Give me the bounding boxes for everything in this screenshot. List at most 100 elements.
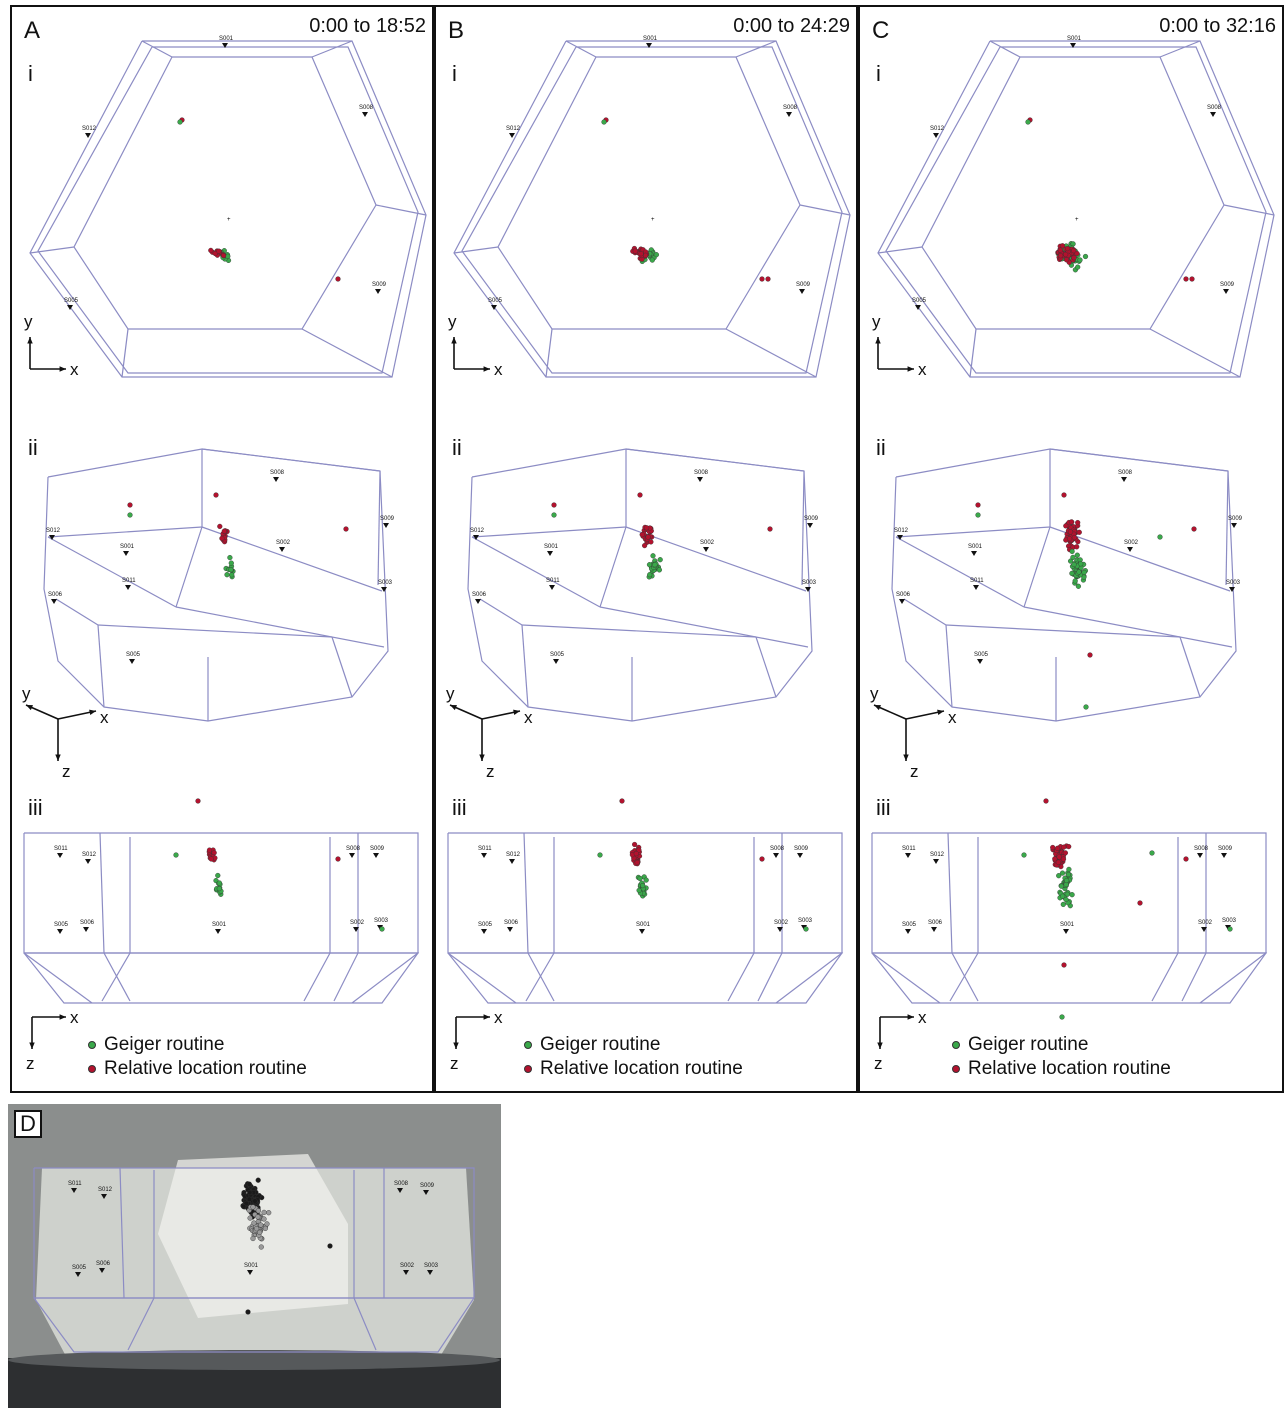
sensor-icon — [279, 547, 285, 552]
centre-mark: + — [651, 217, 655, 223]
relative-point — [206, 847, 213, 853]
geiger-point — [258, 1244, 264, 1250]
panel-a: A 0:00 to 18:52 i ii iii S001 S012 S008 S00… — [10, 5, 434, 1093]
y-axis-label: y — [446, 684, 455, 703]
legend-relative: Relative location routine — [524, 1057, 743, 1081]
sensor-label: S005 — [478, 922, 493, 928]
edge — [799, 204, 851, 216]
geiger-point — [258, 1222, 264, 1228]
sensor-icon — [1210, 112, 1216, 117]
sensor-icon — [897, 535, 903, 540]
time-range: 0:00 to 24:29 — [733, 15, 850, 37]
sensor-icon — [129, 659, 135, 664]
relative-point — [1061, 962, 1067, 968]
x-axis-label: x — [494, 360, 503, 379]
sensor-label: S008 — [270, 470, 285, 476]
x-axis-arrow-head — [483, 366, 490, 372]
edge — [121, 328, 129, 378]
view-i-plot: S001 S012 S008 S009 S005 + y x — [448, 36, 851, 379]
geiger-point — [656, 567, 663, 573]
geiger-point — [177, 119, 183, 125]
sensor-label: S009 — [372, 282, 387, 288]
sensor-label: S012 — [82, 852, 97, 858]
relative-marker-icon — [88, 1064, 96, 1073]
y-axis-arrow-head — [27, 337, 33, 344]
sensor-label: S002 — [400, 1263, 415, 1269]
view-label-iii: iii — [28, 795, 43, 820]
z-axis-label: z — [450, 1054, 459, 1073]
geiger-point — [1063, 896, 1069, 903]
edge — [331, 636, 353, 698]
sensor-icon — [247, 1270, 253, 1275]
sensor-label: S001 — [636, 922, 651, 928]
edge — [877, 246, 923, 254]
x-axis-arrow-head — [59, 366, 66, 372]
x-axis-arrow-head — [907, 366, 914, 372]
sensor-label: S009 — [1228, 516, 1243, 522]
sensor-icon — [697, 477, 703, 482]
view-ii-plot: S008 S009 S012 S001 S002 S011 S003 S006 S005 y x z — [22, 448, 395, 781]
sensor-label: S009 — [370, 846, 385, 852]
relative-point — [1058, 253, 1064, 259]
sensor-label: S005 — [126, 652, 141, 658]
relative-point — [551, 502, 557, 508]
panel-letter: A — [24, 17, 41, 44]
sensor-label: S001 — [1067, 36, 1082, 42]
relative-point — [639, 531, 645, 538]
relative-point — [632, 841, 638, 848]
edge — [333, 952, 359, 1002]
relative-point — [246, 1196, 253, 1202]
sensor-icon — [1197, 853, 1203, 858]
x-axis-arrow-head — [513, 709, 520, 715]
sensor-label: S001 — [120, 544, 135, 550]
sensor-label: S008 — [770, 846, 785, 852]
relative-point — [975, 502, 981, 508]
photo-frame-lower — [33, 1297, 476, 1353]
view-iii-plot: S011 S012 S008 S009 S005 S006 S001 S002 S003 x z — [447, 798, 844, 1073]
edge — [29, 246, 75, 254]
edge — [303, 952, 331, 1002]
geiger-point — [1069, 548, 1075, 555]
sensor-label: S012 — [930, 126, 945, 132]
relative-point — [208, 247, 214, 254]
geiger-point — [649, 257, 655, 263]
relative-point — [1066, 843, 1072, 850]
edge — [727, 952, 755, 1002]
sensor-icon — [899, 599, 905, 604]
edge — [127, 1297, 155, 1351]
x-axis-label: x — [524, 708, 533, 727]
sensor-icon — [125, 585, 131, 590]
sensor-icon — [71, 1188, 77, 1193]
edge — [471, 536, 601, 608]
sensor-icon — [553, 659, 559, 664]
edge — [479, 598, 523, 626]
sensor-icon — [639, 929, 645, 934]
sensor-icon — [397, 1188, 403, 1193]
sensor-label: S008 — [359, 105, 374, 111]
geiger-point — [1072, 578, 1078, 584]
edge — [119, 1167, 125, 1299]
sensor-label: S011 — [54, 846, 68, 852]
sensor-icon — [362, 112, 368, 117]
geiger-point — [379, 926, 385, 932]
geiger-point — [1083, 704, 1089, 710]
geiger-point — [1021, 852, 1027, 858]
y-axis-arrow-head — [874, 705, 881, 711]
sensor-icon — [509, 133, 515, 138]
relative-point — [1063, 257, 1070, 263]
sensor-label: S002 — [1198, 920, 1213, 926]
z-axis-label: z — [910, 762, 919, 781]
sensor-label: S008 — [1207, 105, 1222, 111]
geiger-point — [1058, 883, 1065, 889]
z-axis-label: z — [26, 1054, 35, 1073]
edge — [1181, 952, 1207, 1002]
edge — [521, 624, 757, 638]
edge — [895, 526, 1051, 538]
edge — [99, 832, 105, 954]
edge — [895, 536, 1025, 608]
relative-marker-icon — [524, 1064, 532, 1073]
sensor-icon — [123, 551, 129, 556]
z-axis-label: z — [874, 1054, 883, 1073]
sensor-icon — [547, 551, 553, 556]
geiger-point — [173, 852, 179, 858]
